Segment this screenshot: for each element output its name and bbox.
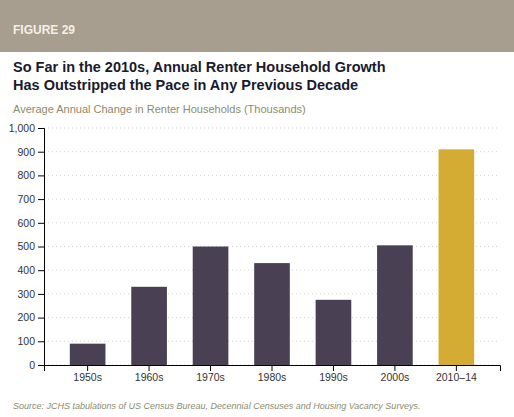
y-tick-mark bbox=[38, 175, 44, 176]
y-tick-label: 600 bbox=[17, 217, 35, 229]
x-axis: 1950s 1960s 1970s 1980s 1990s 2000s 2010–14 bbox=[45, 365, 501, 383]
figure-label: FIGURE 29 bbox=[13, 23, 75, 37]
x-tick: 1960s bbox=[135, 365, 164, 383]
x-tick: 1950s bbox=[73, 365, 102, 383]
x-tick-label: 1960s bbox=[135, 371, 164, 383]
bar bbox=[439, 149, 475, 365]
source: Source: JCHS tabulations of US Census Bu… bbox=[13, 401, 420, 411]
x-tick: 2000s bbox=[381, 365, 410, 383]
x-tick-label: 2010–14 bbox=[436, 371, 477, 383]
x-tick-mark bbox=[149, 365, 150, 371]
x-tick-label: 1990s bbox=[319, 371, 348, 383]
y-tick-mark bbox=[38, 247, 44, 248]
bar bbox=[70, 344, 106, 365]
y-tick: 300 bbox=[17, 288, 44, 300]
x-tick-mark bbox=[456, 365, 457, 371]
y-tick-label: 800 bbox=[17, 169, 35, 181]
grid-line bbox=[44, 175, 500, 176]
x-tick-mark bbox=[272, 365, 273, 371]
y-tick-mark bbox=[38, 294, 44, 295]
y-tick-label: 1,000 bbox=[9, 122, 35, 134]
x-tick-mark bbox=[210, 365, 211, 371]
y-tick-mark bbox=[38, 270, 44, 271]
x-tick-label: 1950s bbox=[73, 371, 102, 383]
y-tick-label: 200 bbox=[17, 311, 35, 323]
y-tick-label: 900 bbox=[17, 146, 35, 158]
y-tick: 0 bbox=[29, 359, 44, 371]
y-tick-mark bbox=[38, 365, 44, 366]
bar bbox=[254, 263, 290, 365]
y-tick-mark bbox=[38, 318, 44, 319]
grid-line bbox=[44, 199, 500, 200]
bar bbox=[131, 287, 167, 365]
y-tick: 1,000 bbox=[9, 122, 44, 134]
y-tick: 900 bbox=[17, 146, 44, 158]
y-tick-label: 400 bbox=[17, 264, 35, 276]
grid-line bbox=[44, 246, 500, 247]
y-tick-mark bbox=[38, 199, 44, 200]
background bbox=[0, 0, 514, 417]
grid-line bbox=[44, 222, 500, 223]
bars bbox=[70, 149, 474, 365]
y-tick-mark bbox=[38, 223, 44, 224]
y-tick: 600 bbox=[17, 217, 44, 229]
y-tick: 800 bbox=[17, 169, 44, 181]
x-tick: 1970s bbox=[196, 365, 225, 383]
y-tick: 700 bbox=[17, 193, 44, 205]
y-tick: 100 bbox=[17, 335, 44, 347]
bar bbox=[377, 245, 413, 365]
bar bbox=[316, 300, 352, 365]
plot: 01002003004005006007008009001,0001950s19… bbox=[9, 122, 501, 384]
y-tick-mark bbox=[38, 152, 44, 153]
y-tick-mark bbox=[38, 341, 44, 342]
y-tick: 500 bbox=[17, 240, 44, 252]
y-axis: 0 100 200 300 400 500 600 700 800 900 1,000 bbox=[9, 122, 45, 371]
grid-line bbox=[44, 151, 500, 152]
subtitle: Average Annual Change in Renter Househol… bbox=[13, 103, 306, 115]
x-tick: 1980s bbox=[258, 365, 287, 383]
x-axis-line bbox=[45, 366, 501, 372]
x-tick-label: 1970s bbox=[196, 371, 225, 383]
y-tick-label: 0 bbox=[29, 359, 35, 371]
x-tick-mark bbox=[87, 365, 88, 371]
bar bbox=[193, 247, 229, 366]
x-tick-label: 2000s bbox=[381, 371, 410, 383]
title: So Far in the 2010s, Annual Renter House… bbox=[13, 59, 386, 93]
x-tick: 1990s bbox=[319, 365, 348, 383]
y-tick: 200 bbox=[17, 311, 44, 323]
x-tick-mark bbox=[394, 365, 395, 371]
y-tick-label: 500 bbox=[17, 240, 35, 252]
y-tick-label: 100 bbox=[17, 335, 35, 347]
grid bbox=[44, 128, 500, 365]
y-tick-label: 700 bbox=[17, 193, 35, 205]
x-tick: 2010–14 bbox=[436, 365, 477, 383]
x-tick-label: 1980s bbox=[258, 371, 287, 383]
header-band bbox=[0, 0, 514, 52]
x-tick-mark bbox=[333, 365, 334, 371]
grid-line bbox=[44, 128, 500, 129]
y-tick-label: 300 bbox=[17, 288, 35, 300]
y-tick-mark bbox=[38, 128, 44, 129]
y-tick: 400 bbox=[17, 264, 44, 276]
chart: FIGURE 29 So Far in the 2010s, Annual Ren… bbox=[0, 0, 514, 417]
y-axis-line bbox=[38, 129, 45, 366]
